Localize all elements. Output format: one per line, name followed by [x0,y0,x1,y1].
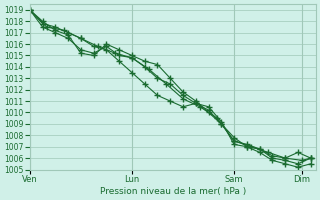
X-axis label: Pression niveau de la mer( hPa ): Pression niveau de la mer( hPa ) [100,187,246,196]
